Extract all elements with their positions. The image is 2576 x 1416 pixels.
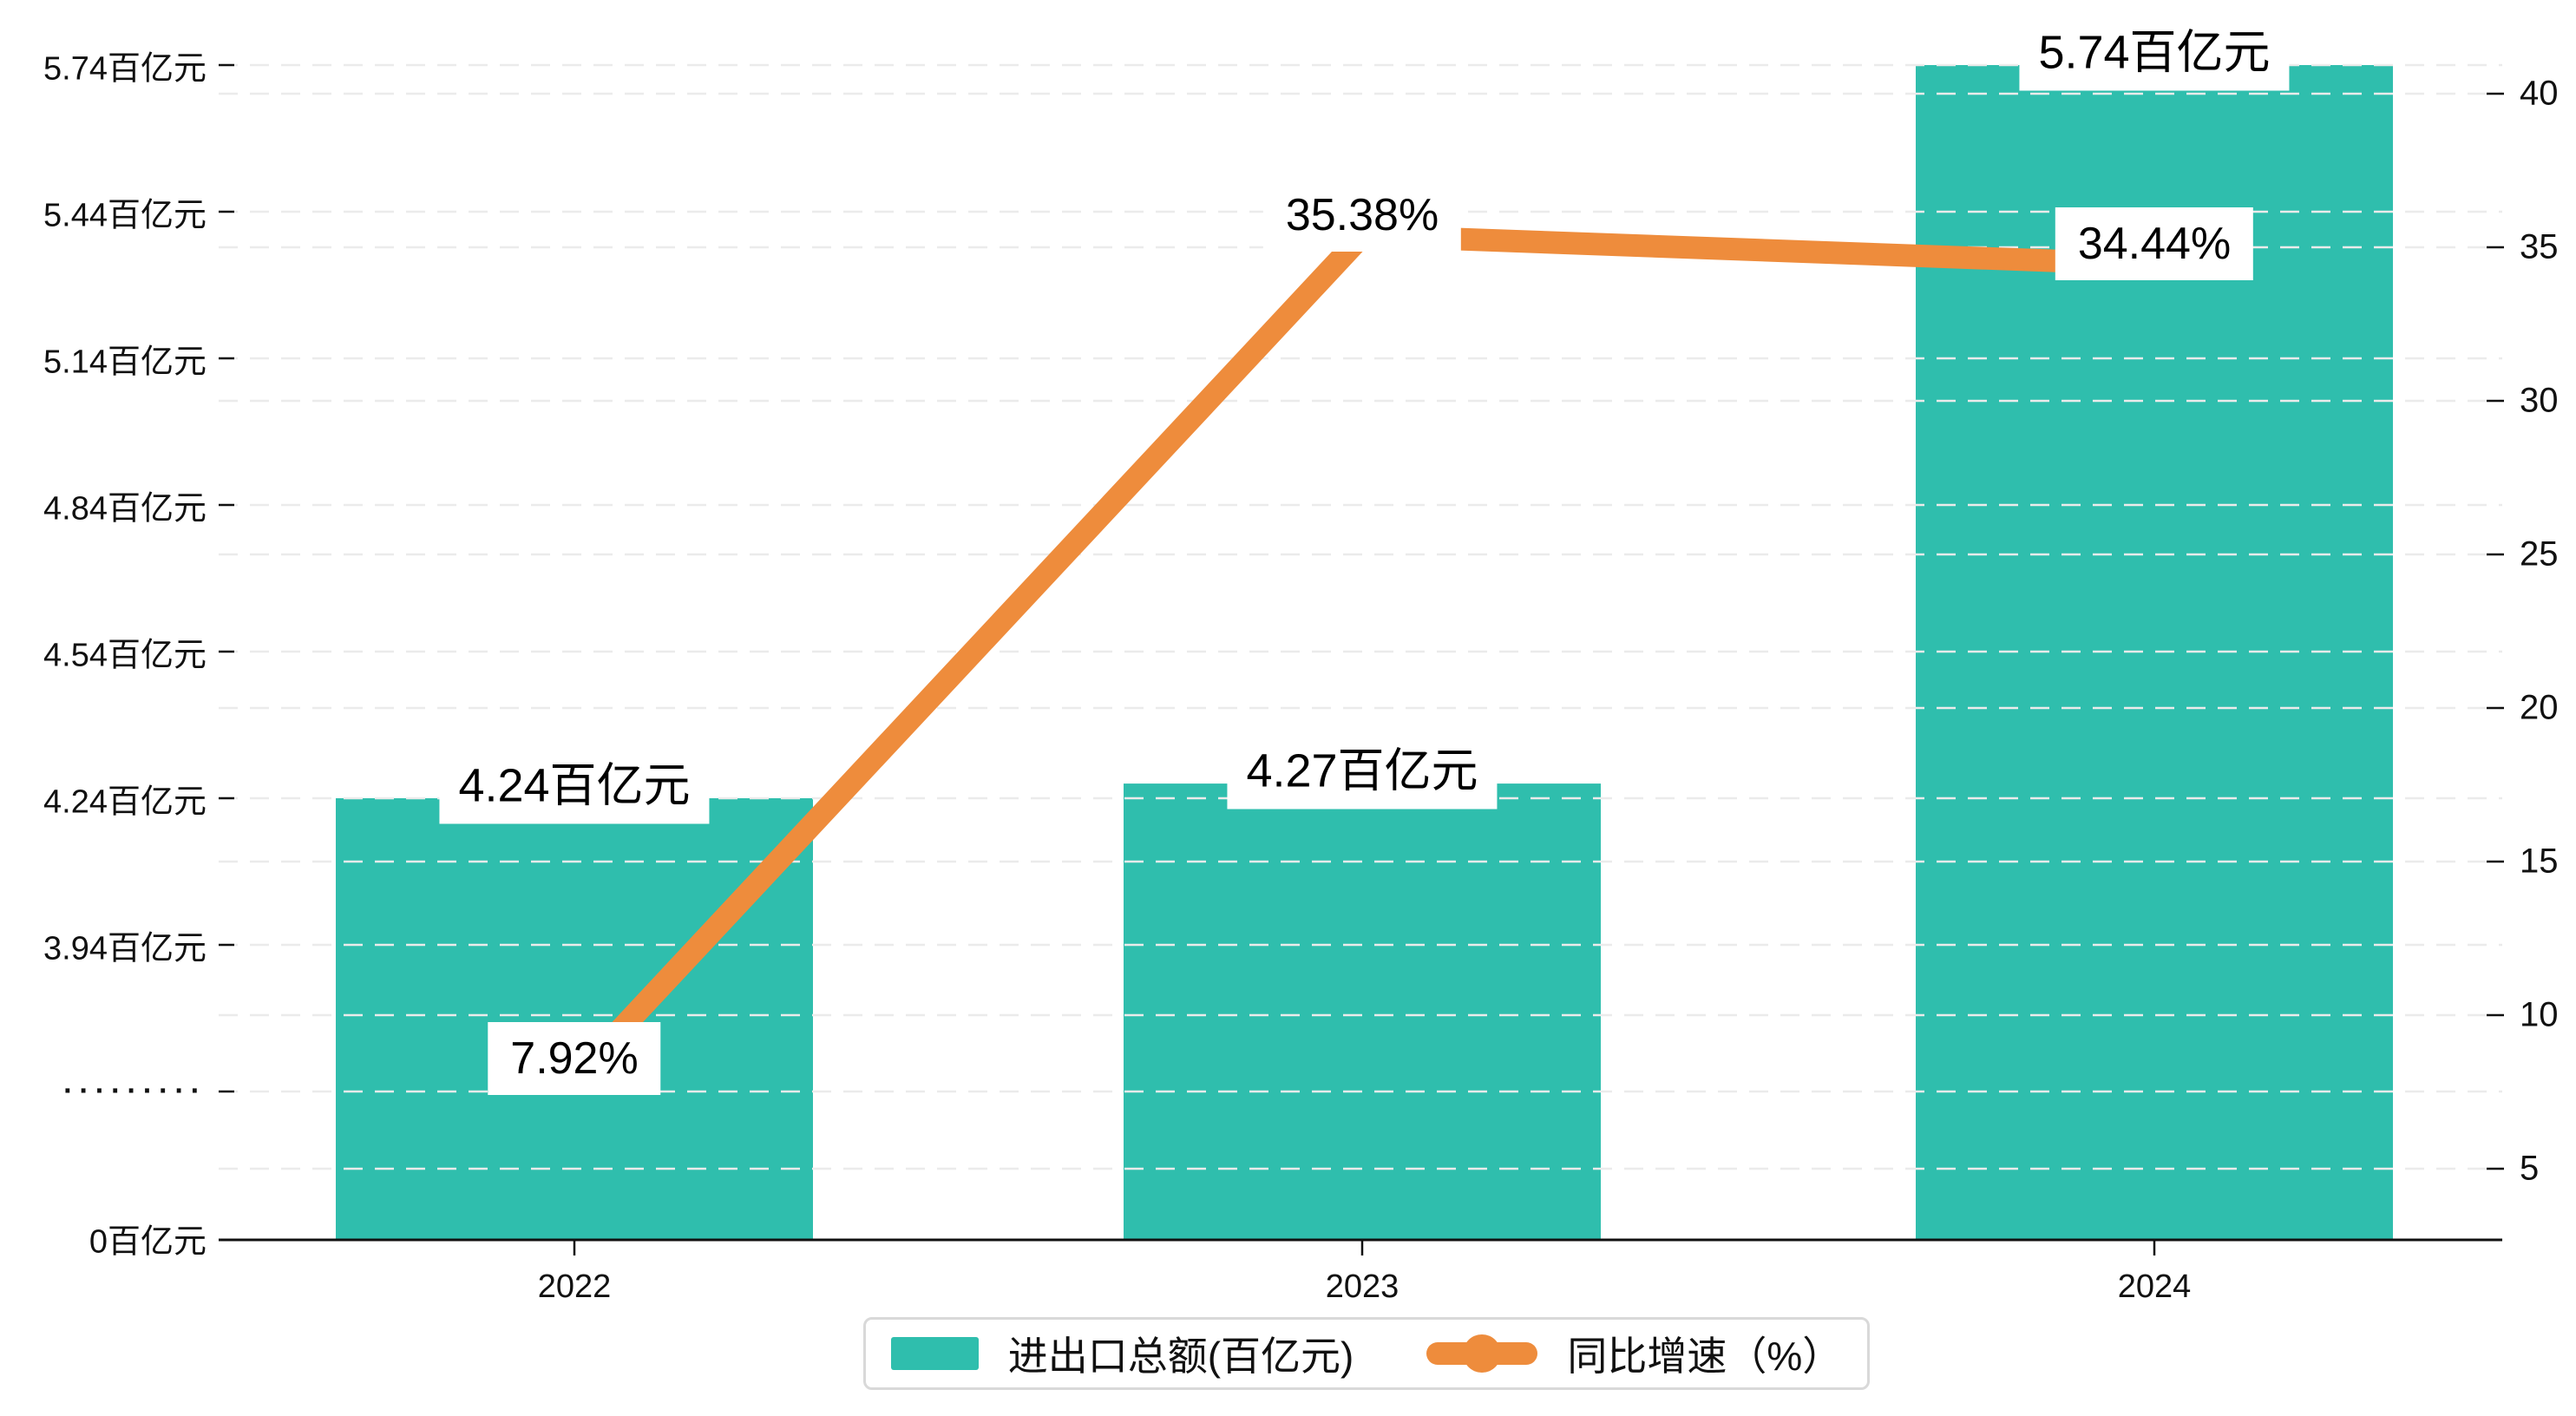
growth-point-2022[interactable] bbox=[561, 1065, 587, 1092]
legend-label-line-series: 同比增速（%） bbox=[1567, 1334, 1843, 1379]
legend-item-line-series[interactable]: 同比增速（%） bbox=[1426, 1325, 1842, 1382]
line-series-dot-icon bbox=[1463, 1334, 1502, 1373]
legend-item-bar-series[interactable]: 进出口总额(百亿元) bbox=[890, 1325, 1354, 1382]
bar-2022[interactable] bbox=[336, 798, 813, 1240]
bar-2023[interactable] bbox=[1124, 783, 1601, 1240]
growth-point-2024[interactable] bbox=[2141, 251, 2167, 278]
line-series-marker-icon bbox=[1426, 1334, 1538, 1373]
bar-series-swatch-icon bbox=[890, 1337, 979, 1370]
growth-point-2023[interactable] bbox=[1349, 222, 1375, 249]
legend-label-bar-series: 进出口总额(百亿元) bbox=[1007, 1334, 1354, 1379]
legend: 进出口总额(百亿元) 同比增速（%） bbox=[863, 1317, 1870, 1390]
